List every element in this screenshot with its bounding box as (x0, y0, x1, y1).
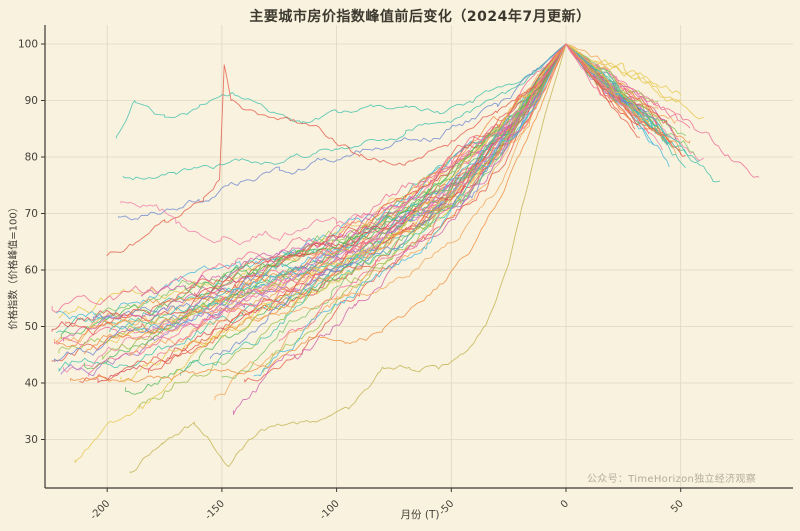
y-tick-label: 70 (25, 208, 38, 220)
price-index-series-line (74, 43, 650, 463)
price-index-series-line (102, 43, 650, 360)
price-index-series-line (70, 43, 631, 383)
price-index-series-line (51, 43, 663, 332)
price-index-series-line (51, 43, 645, 313)
price-index-series-line (63, 43, 705, 373)
price-index-series-line (118, 43, 650, 221)
chart-title: 主要城市房价指数峰值前后变化（2024年7月更新） (249, 9, 591, 25)
y-tick-label: 40 (25, 378, 38, 390)
y-tick-label: 80 (25, 152, 38, 164)
price-index-series-line (106, 43, 640, 257)
y-tick-label: 30 (25, 434, 38, 446)
price-index-series-line (51, 43, 650, 362)
y-tick-label: 90 (25, 95, 38, 107)
price-index-series-line (90, 43, 668, 328)
price-index-series-line (92, 43, 668, 321)
price-index-series-line (221, 43, 686, 380)
y-tick-label: 60 (25, 265, 38, 277)
price-index-series-line (109, 43, 721, 332)
price-index-series-line (278, 43, 645, 342)
price-index-series-line (63, 43, 672, 342)
price-index-series-line (120, 43, 663, 246)
price-index-series-line (56, 43, 691, 347)
y-axis-label: 价格指数（价格峰值=100） (8, 202, 20, 330)
price-index-series-line (53, 43, 677, 343)
price-index-series-line (122, 43, 682, 181)
price-index-series-line (209, 43, 627, 359)
y-tick-label: 50 (25, 321, 38, 333)
price-index-series-line (56, 43, 670, 320)
price-index-series-line (253, 43, 668, 377)
price-index-series-line (53, 43, 659, 346)
x-axis-label: 月份 (T) (400, 509, 440, 521)
watermark-text: 公众号：TimeHorizon独立经济观察 (586, 474, 756, 485)
price-index-series-line (129, 43, 636, 474)
price-index-series-line (180, 43, 700, 376)
y-tick-label: 100 (18, 39, 38, 51)
price-index-series-line (53, 43, 654, 362)
